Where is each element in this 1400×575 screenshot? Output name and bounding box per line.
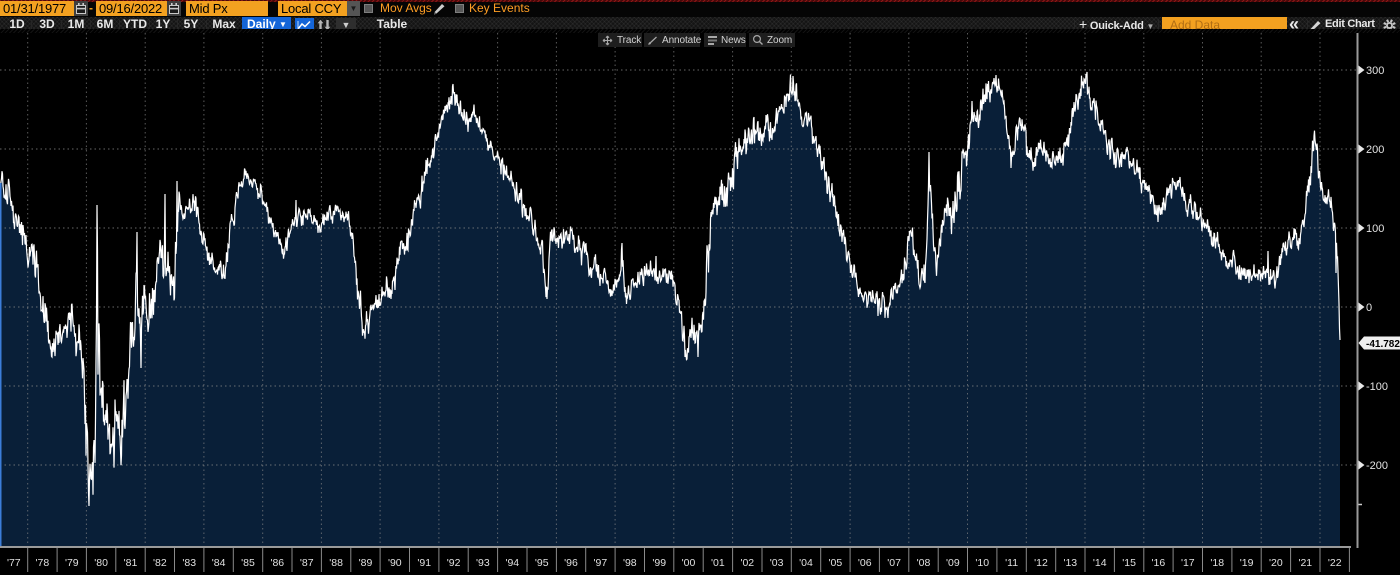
svg-text:'05: '05 — [829, 557, 843, 569]
svg-text:'79: '79 — [65, 557, 79, 569]
svg-text:'80: '80 — [94, 557, 108, 569]
svg-text:'20: '20 — [1269, 557, 1283, 569]
svg-text:'98: '98 — [623, 557, 637, 569]
svg-text:'02: '02 — [740, 557, 754, 569]
svg-text:200: 200 — [1366, 144, 1384, 156]
svg-text:'99: '99 — [652, 557, 666, 569]
svg-text:'82: '82 — [153, 557, 167, 569]
svg-text:300: 300 — [1366, 65, 1384, 77]
svg-text:'18: '18 — [1210, 557, 1224, 569]
svg-text:'08: '08 — [917, 557, 931, 569]
svg-text:'92: '92 — [447, 557, 461, 569]
svg-text:-100: -100 — [1366, 381, 1388, 393]
svg-text:'15: '15 — [1122, 557, 1136, 569]
svg-text:'01: '01 — [711, 557, 725, 569]
svg-text:'17: '17 — [1181, 557, 1195, 569]
svg-text:'85: '85 — [241, 557, 255, 569]
svg-text:'88: '88 — [329, 557, 343, 569]
svg-text:'12: '12 — [1034, 557, 1048, 569]
svg-text:'09: '09 — [946, 557, 960, 569]
svg-text:'21: '21 — [1298, 557, 1312, 569]
svg-text:'91: '91 — [417, 557, 431, 569]
svg-text:'16: '16 — [1152, 557, 1166, 569]
svg-text:'86: '86 — [270, 557, 284, 569]
svg-text:'77: '77 — [7, 557, 21, 569]
svg-text:'83: '83 — [182, 557, 196, 569]
svg-text:'89: '89 — [359, 557, 373, 569]
svg-text:'10: '10 — [975, 557, 989, 569]
svg-text:'78: '78 — [36, 557, 50, 569]
svg-text:'90: '90 — [388, 557, 402, 569]
svg-text:'84: '84 — [212, 557, 226, 569]
svg-text:'97: '97 — [594, 557, 608, 569]
svg-text:'81: '81 — [124, 557, 138, 569]
svg-text:'06: '06 — [858, 557, 872, 569]
svg-text:'04: '04 — [799, 557, 813, 569]
svg-text:'94: '94 — [505, 557, 519, 569]
svg-text:-200: -200 — [1366, 460, 1388, 472]
svg-text:100: 100 — [1366, 223, 1384, 235]
svg-text:'07: '07 — [887, 557, 901, 569]
svg-text:'96: '96 — [564, 557, 578, 569]
svg-text:'11: '11 — [1005, 557, 1018, 569]
svg-text:'22: '22 — [1328, 557, 1342, 569]
svg-text:'93: '93 — [476, 557, 490, 569]
svg-text:0: 0 — [1366, 302, 1372, 314]
svg-text:'87: '87 — [300, 557, 314, 569]
svg-text:'03: '03 — [770, 557, 784, 569]
svg-text:'95: '95 — [535, 557, 549, 569]
svg-text:'19: '19 — [1240, 557, 1254, 569]
svg-text:'14: '14 — [1093, 557, 1107, 569]
svg-text:-41.782: -41.782 — [1366, 339, 1400, 350]
svg-text:'00: '00 — [682, 557, 696, 569]
svg-text:'13: '13 — [1063, 557, 1077, 569]
